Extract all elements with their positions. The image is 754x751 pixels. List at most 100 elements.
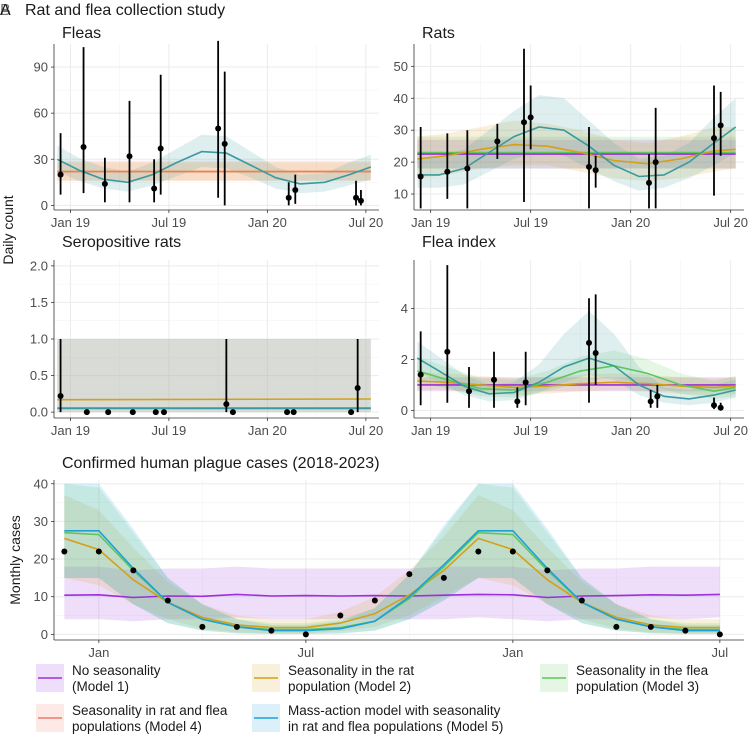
legend-label: Seasonality in rat and flea: [72, 703, 228, 718]
x-tick-label: Jan: [88, 645, 109, 660]
observed-point: [83, 409, 90, 416]
y-tick-label: 30: [34, 514, 48, 529]
observed-point: [80, 143, 87, 150]
observed-point: [371, 597, 378, 604]
observed-point: [101, 180, 108, 187]
observed-point: [302, 631, 309, 638]
x-tick-label: Jul 19: [152, 423, 187, 438]
y-tick-label: 30: [394, 123, 408, 138]
observed-point: [157, 145, 164, 152]
x-tick-label: Jul: [298, 645, 315, 660]
observed-point: [717, 404, 724, 411]
observed-point: [357, 197, 364, 204]
observed-point: [652, 159, 659, 166]
panel-title: Flea index: [422, 234, 496, 251]
observed-point: [440, 574, 447, 581]
x-tick-label: Jul 19: [513, 215, 548, 230]
credible-band: [57, 339, 371, 413]
model-line: [57, 398, 371, 401]
observed-point: [444, 348, 451, 355]
y-tick-label: 0: [41, 627, 48, 642]
observed-point: [417, 173, 424, 180]
x-tick-label: Jul 20: [349, 215, 384, 230]
model-line: [64, 529, 720, 632]
credible-band: [64, 495, 720, 634]
observed-point: [160, 409, 167, 416]
y-tick-label: 40: [394, 91, 408, 106]
observed-point: [494, 138, 501, 145]
observed-point: [521, 119, 527, 126]
x-tick-label: Jul 20: [713, 215, 748, 230]
credible-band: [64, 566, 720, 622]
y-tick-label: 30: [34, 152, 48, 167]
observed-point: [475, 548, 482, 555]
observed-point: [647, 623, 654, 630]
x-tick-label: Jan 19: [51, 215, 90, 230]
observed-point: [221, 140, 228, 147]
observed-point: [354, 385, 361, 392]
panel-human-cases: Confirmed human plague cases (2018-2023)…: [7, 455, 744, 660]
observed-point: [613, 623, 620, 630]
panel-letter-a: A: [0, 2, 11, 19]
x-tick-label: Jan: [502, 645, 523, 660]
observed-point: [223, 401, 230, 408]
x-tick-label: Jan 20: [611, 423, 650, 438]
observed-point: [717, 122, 724, 129]
y-tick-label: 0: [401, 403, 408, 418]
legend-label: population (Model 2): [288, 679, 411, 694]
observed-point: [105, 409, 112, 416]
y-tick-label: 10: [394, 187, 408, 202]
observed-point: [229, 409, 236, 416]
observed-point: [337, 612, 344, 619]
observed-point: [130, 567, 137, 574]
y-tick-label: 2: [401, 352, 408, 367]
y-tick-label: 50: [394, 59, 408, 74]
observed-point: [654, 393, 661, 400]
y-tick-label: 60: [34, 106, 48, 121]
model-line: [56, 150, 372, 185]
x-tick-label: Jul 19: [513, 423, 548, 438]
x-tick-label: Jul 20: [713, 423, 748, 438]
observed-point: [215, 125, 222, 132]
x-tick-label: Jul: [712, 645, 729, 660]
legend-label: population (Model 3): [576, 679, 699, 694]
observed-point: [164, 597, 171, 604]
observed-point: [417, 371, 424, 378]
panel-seropositive-rats: Seropositive rats 0.0 0.5 1.0 1.5 2.0 Jan 19 Ju…: [30, 234, 383, 438]
observed-point: [95, 548, 102, 555]
y-tick-label: 1.5: [30, 295, 48, 310]
observed-point: [514, 398, 521, 405]
panel-rats: Rats 10 20 30 40 50 Jan 19 Jul 19 Jan 20 Jul 20: [394, 25, 748, 230]
observed-point: [586, 339, 592, 346]
shared-y-label: Daily count: [0, 195, 16, 264]
y-axis-label: Monthly cases: [7, 515, 23, 604]
y-tick-label: 0.5: [30, 368, 48, 383]
observed-point: [716, 631, 723, 638]
legend-item: No seasonality(Model 1): [36, 663, 161, 694]
plot-area: [414, 44, 744, 210]
observed-point: [126, 153, 133, 160]
legend-label: in rat and flea populations (Model 5): [288, 719, 503, 734]
plot-area: [54, 480, 744, 640]
observed-point: [233, 623, 240, 630]
observed-point: [57, 171, 64, 178]
legend-label: Seasonality in the flea: [576, 663, 709, 678]
observed-point: [290, 409, 297, 416]
y-tick-label: 10: [34, 589, 48, 604]
observed-point: [406, 571, 413, 578]
observed-point: [527, 114, 534, 121]
panel-fleas: Fleas 0 30 60 90 Jan 19 Jul 19 Jan 20 Jul 20: [34, 25, 384, 230]
panel-title: Seropositive rats: [62, 234, 181, 251]
observed-point: [509, 548, 516, 555]
observed-point: [284, 409, 291, 416]
legend: No seasonality(Model 1) Seasonality in th…: [36, 663, 709, 734]
legend-label: populations (Model 4): [72, 719, 202, 734]
panel-title: Confirmed human plague cases (2018-2023): [62, 455, 380, 472]
observed-point: [444, 168, 451, 175]
credible-band: [57, 134, 371, 194]
credible-band: [417, 311, 736, 406]
panel-flea-index: Flea index 0 2 4 Jan 19 Jul 19 Jan 20 Jul 20: [401, 234, 748, 438]
